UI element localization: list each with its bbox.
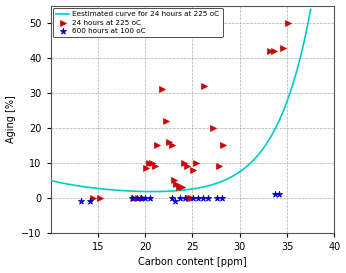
24 hours at 225 oC (166, 140, 172, 144)
24 hours at 225 oC (97, 196, 102, 200)
24 hours at 225 oC (174, 182, 179, 186)
600 hours at 100 oC (200, 196, 206, 200)
24 hours at 225 oC (285, 21, 291, 25)
Eestimated curve for 24 hours at 225 oC (309, 8, 313, 11)
24 hours at 225 oC (186, 196, 191, 200)
600 hours at 100 oC (78, 199, 83, 204)
600 hours at 100 oC (142, 196, 148, 200)
600 hours at 100 oC (138, 196, 144, 200)
24 hours at 225 oC (176, 185, 182, 189)
24 hours at 225 oC (140, 196, 146, 200)
24 hours at 225 oC (281, 45, 286, 50)
24 hours at 225 oC (201, 84, 207, 88)
600 hours at 100 oC (177, 196, 183, 200)
Eestimated curve for 24 hours at 225 oC (80, 185, 84, 188)
600 hours at 100 oC (214, 196, 220, 200)
24 hours at 225 oC (90, 196, 96, 200)
Eestimated curve for 24 hours at 225 oC (48, 179, 53, 182)
24 hours at 225 oC (172, 178, 177, 183)
24 hours at 225 oC (271, 49, 276, 53)
Line: Eestimated curve for 24 hours at 225 oC: Eestimated curve for 24 hours at 225 oC (51, 9, 311, 192)
600 hours at 100 oC (169, 196, 174, 200)
600 hours at 100 oC (134, 196, 139, 200)
Eestimated curve for 24 hours at 225 oC (152, 190, 156, 193)
24 hours at 225 oC (210, 126, 216, 130)
600 hours at 100 oC (195, 196, 201, 200)
Eestimated curve for 24 hours at 225 oC (150, 190, 154, 193)
X-axis label: Carbon content [ppm]: Carbon content [ppm] (138, 257, 247, 268)
24 hours at 225 oC (143, 166, 149, 170)
600 hours at 100 oC (173, 199, 178, 204)
24 hours at 225 oC (189, 196, 194, 200)
600 hours at 100 oC (205, 196, 210, 200)
600 hours at 100 oC (88, 199, 93, 204)
Eestimated curve for 24 hours at 225 oC (133, 190, 137, 193)
24 hours at 225 oC (152, 164, 157, 169)
24 hours at 225 oC (267, 49, 273, 53)
24 hours at 225 oC (220, 143, 226, 148)
Legend: Eestimated curve for 24 hours at 225 oC, 24 hours at 225 oC, 600 hours at 100 oC: Eestimated curve for 24 hours at 225 oC,… (53, 8, 223, 37)
600 hours at 100 oC (219, 196, 225, 200)
24 hours at 225 oC (193, 161, 199, 165)
600 hours at 100 oC (277, 192, 282, 197)
600 hours at 100 oC (129, 196, 135, 200)
600 hours at 100 oC (191, 196, 196, 200)
Eestimated curve for 24 hours at 225 oC (238, 170, 242, 173)
24 hours at 225 oC (169, 143, 174, 148)
24 hours at 225 oC (155, 143, 160, 148)
24 hours at 225 oC (136, 196, 141, 200)
600 hours at 100 oC (182, 196, 188, 200)
24 hours at 225 oC (179, 185, 185, 189)
600 hours at 100 oC (272, 192, 277, 197)
24 hours at 225 oC (216, 164, 222, 169)
24 hours at 225 oC (191, 168, 196, 172)
600 hours at 100 oC (147, 196, 153, 200)
Eestimated curve for 24 hours at 225 oC (237, 171, 241, 174)
24 hours at 225 oC (163, 119, 169, 123)
24 hours at 225 oC (149, 161, 155, 165)
Y-axis label: Aging [%]: Aging [%] (6, 95, 16, 143)
24 hours at 225 oC (184, 164, 190, 169)
24 hours at 225 oC (181, 161, 187, 165)
24 hours at 225 oC (131, 196, 137, 200)
24 hours at 225 oC (160, 87, 165, 92)
24 hours at 225 oC (146, 161, 152, 165)
Eestimated curve for 24 hours at 225 oC (213, 182, 217, 186)
